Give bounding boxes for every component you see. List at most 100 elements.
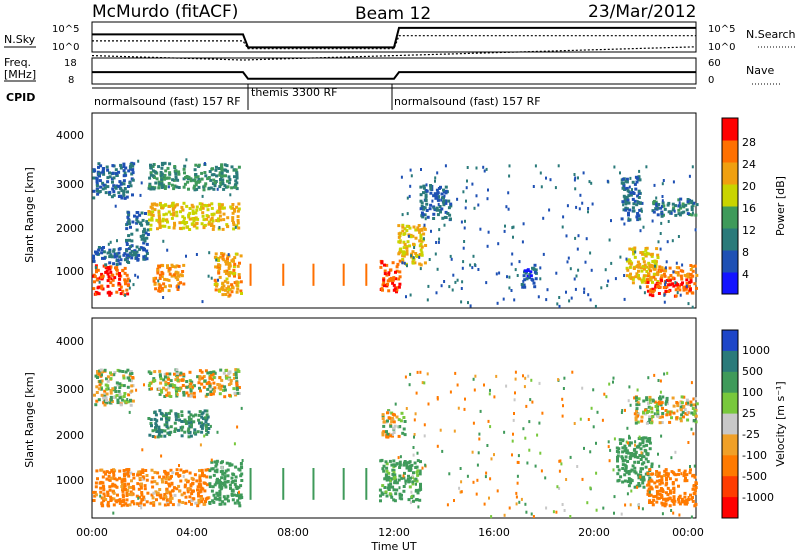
heatmap-cell: [93, 393, 96, 397]
heatmap-cell: [657, 203, 661, 206]
heatmap-cell: [637, 273, 640, 277]
heatmap-cell: [160, 186, 164, 189]
heatmap-cell: [131, 376, 135, 379]
heatmap-cell: [132, 472, 135, 476]
heatmap-cell: [639, 285, 642, 289]
heatmap-cell: [679, 197, 683, 201]
heatmap-cell: [424, 196, 427, 200]
heatmap-cell: [620, 455, 624, 459]
heatmap-cell: [222, 495, 226, 499]
heatmap-cell: [674, 288, 678, 292]
station-title: McMurdo (fitACF): [92, 2, 238, 22]
heatmap-cell: [219, 178, 222, 181]
heatmap-cell: [418, 472, 422, 476]
heatmap-cell: [695, 402, 699, 406]
heatmap-cell: [675, 271, 679, 275]
heatmap-cell: [235, 376, 238, 380]
heatmap-cell: [684, 287, 688, 291]
heatmap-cell: [101, 274, 105, 278]
heatmap-cell: [226, 468, 230, 472]
nave-tick-bottom: 0: [708, 75, 714, 86]
heatmap-cell: [685, 479, 689, 483]
velocity-colorbar-frame: [721, 329, 739, 519]
heatmap-cell: [693, 264, 697, 268]
heatmap-cell: [112, 249, 116, 253]
heatmap-cell: [693, 282, 697, 286]
heatmap-cell: [153, 202, 157, 206]
heatmap-cell: [175, 264, 179, 268]
heatmap-cell: [176, 278, 180, 282]
heatmap-cell: [169, 468, 173, 472]
heatmap-cell: [191, 490, 194, 494]
heatmap-cell: [167, 185, 170, 189]
heatmap-cell: [663, 504, 667, 508]
heatmap-cell: [194, 183, 198, 187]
heatmap-cell: [103, 494, 106, 498]
heatmap-cell: [234, 475, 238, 479]
heatmap-cell: [199, 207, 203, 211]
heatmap-cell: [118, 392, 122, 396]
heatmap-cell: [214, 281, 218, 284]
heatmap-cell: [96, 192, 100, 196]
heatmap-cell: [204, 497, 208, 501]
heatmap-cell: [646, 274, 650, 278]
heatmap-cell: [158, 222, 162, 226]
heatmap-cell: [525, 404, 528, 408]
heatmap-cell: [686, 198, 690, 201]
heatmap-cell: [156, 429, 160, 433]
heatmap-cell: [437, 202, 440, 206]
heatmap-cell: [522, 279, 525, 283]
heatmap-cell: [665, 413, 669, 417]
heatmap-cell: [233, 262, 237, 266]
heatmap-cell: [410, 174, 413, 178]
heatmap-cell: [116, 259, 120, 263]
heatmap-cell: [590, 181, 593, 185]
heatmap-cell: [187, 487, 191, 491]
heatmap-cell: [108, 192, 111, 196]
heatmap-cell: [135, 388, 138, 392]
heatmap-cell: [392, 498, 396, 502]
heatmap-cell: [477, 451, 480, 455]
heatmap-cell: [205, 432, 209, 436]
heatmap-cell: [642, 436, 646, 440]
heatmap-cell: [658, 265, 662, 269]
heatmap-cell: [660, 214, 664, 218]
heatmap-cell: [665, 398, 669, 402]
heatmap-cell: [221, 472, 225, 476]
heatmap-cell: [138, 495, 142, 499]
heatmap-cell: [518, 260, 521, 264]
heatmap-cell: [429, 203, 433, 207]
heatmap-cell: [540, 185, 543, 189]
heatmap-cell: [198, 474, 202, 478]
heatmap-cell: [109, 377, 113, 381]
heatmap-region: [152, 263, 186, 293]
heatmap-cell: [127, 468, 131, 472]
heatmap-cell: [126, 503, 130, 507]
heatmap-cell: [125, 253, 129, 257]
heatmap-cell: [154, 276, 158, 280]
heatmap-cell: [228, 483, 232, 487]
heatmap-cell: [193, 428, 197, 432]
heatmap-cell: [236, 368, 240, 372]
heatmap-cell: [641, 264, 645, 268]
heatmap-region: [92, 468, 211, 508]
heatmap-cell: [420, 251, 424, 255]
heatmap-cell: [190, 420, 194, 424]
heatmap-cell: [183, 216, 186, 220]
heatmap-cell: [210, 212, 214, 216]
heatmap-cell: [647, 405, 651, 409]
heatmap-cell: [233, 482, 237, 486]
heatmap-cell: [668, 504, 672, 508]
heatmap-cell: [628, 385, 631, 389]
heatmap-cell: [397, 418, 401, 422]
heatmap-cell: [694, 228, 697, 232]
heatmap-cell: [112, 497, 116, 501]
heatmap-cell: [448, 213, 452, 217]
heatmap-cell: [135, 256, 139, 260]
heatmap-cell: [380, 260, 384, 264]
heatmap-cell: [188, 500, 191, 504]
heatmap-cell: [116, 398, 120, 402]
heatmap-cell: [171, 178, 175, 182]
velocity-cbar-tick: 100: [742, 386, 763, 399]
heatmap-cell: [168, 272, 172, 276]
